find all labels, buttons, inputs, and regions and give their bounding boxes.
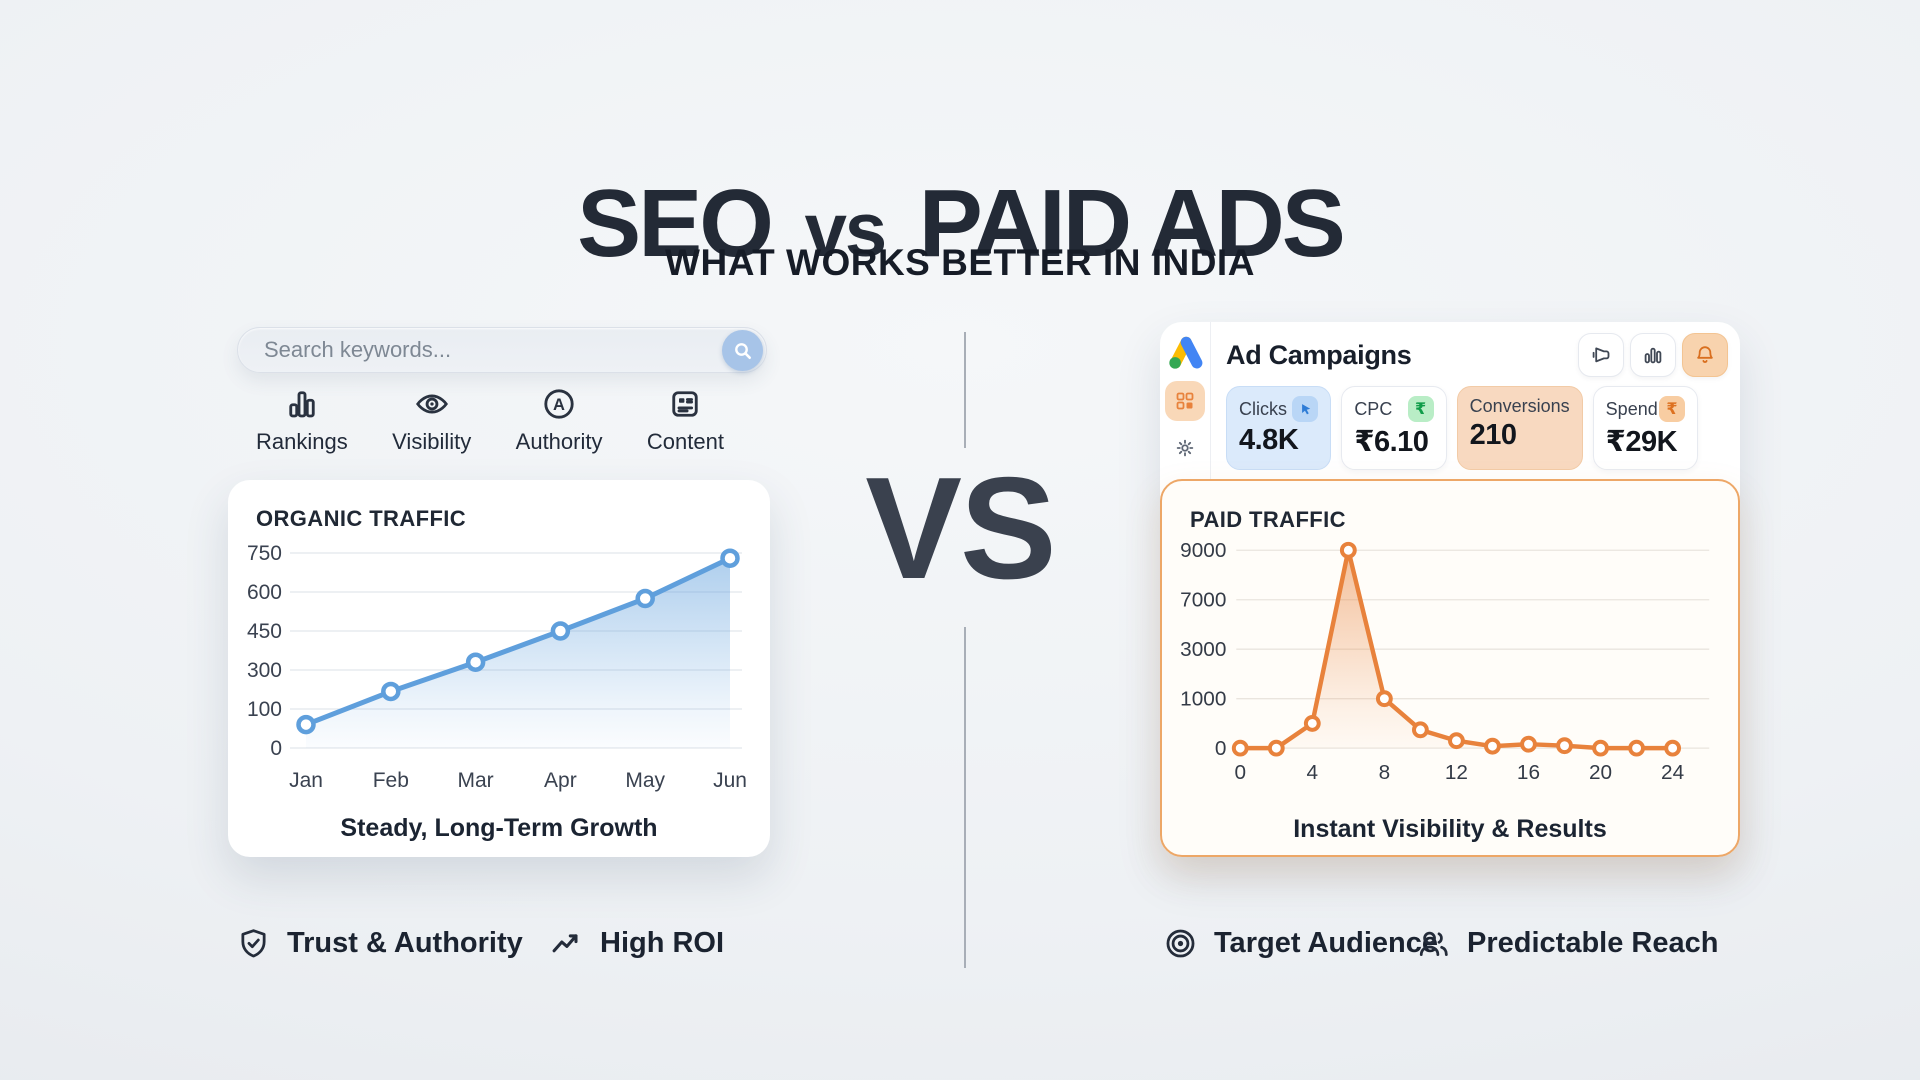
megaphone-icon	[1592, 347, 1610, 363]
page-subtitle: WHAT WORKS BETTER IN INDIA	[665, 242, 1255, 283]
paid-traffic-chart: 0 1000 3000 7000 9000 0 4 8 12 16 20 24	[1180, 539, 1710, 784]
svg-text:24: 24	[1661, 761, 1684, 784]
feature-label: Visibility	[392, 429, 472, 454]
header-buttons	[1578, 333, 1728, 377]
dashboard-grid-icon	[1176, 392, 1194, 410]
seo-feature-row: Rankings Visibility A Authority	[256, 386, 724, 455]
page-title: SEO vs PAID ADS	[0, 176, 1920, 272]
high-roi-badge: High ROI	[549, 926, 724, 961]
document-icon	[672, 391, 699, 417]
google-ads-logo	[1166, 334, 1204, 372]
organic-chart-caption: Steady, Long-Term Growth	[340, 814, 658, 842]
dashboard-grid-button[interactable]	[1165, 381, 1205, 421]
trending-up-icon	[552, 934, 578, 953]
title-seo: SEO	[577, 170, 774, 278]
svg-text:May: May	[625, 769, 665, 792]
vs-label: VS	[865, 447, 1056, 609]
divider-line-bottom	[964, 627, 966, 968]
svg-text:0: 0	[1215, 737, 1227, 760]
stat-label: Spend	[1605, 398, 1658, 419]
cursor-icon	[1292, 396, 1319, 422]
svg-text:12: 12	[1445, 761, 1468, 784]
stat-card-conversions[interactable]: Conversions 210	[1456, 386, 1583, 470]
stat-label: Conversions	[1469, 396, 1570, 416]
search-icon	[734, 342, 751, 359]
stats-row: Clicks 4.8K CPC ₹ ₹6.10 Con	[1226, 386, 1698, 470]
title-vs: vs	[804, 188, 888, 274]
feature-content[interactable]: Content	[647, 386, 724, 455]
stat-value: ₹6.10	[1354, 426, 1429, 458]
svg-text:450: 450	[247, 620, 282, 643]
search-button[interactable]	[722, 330, 763, 371]
stat-value: ₹29K	[1605, 426, 1678, 458]
predictable-reach-badge: Predictable Reach	[1416, 926, 1718, 961]
rupee-icon: ₹	[1658, 396, 1685, 422]
analytics-button[interactable]	[1630, 333, 1676, 377]
feature-label: Authority	[515, 429, 603, 454]
title-paid-ads: PAID ADS	[918, 170, 1346, 278]
svg-text:0: 0	[1234, 761, 1246, 784]
svg-text:Mar: Mar	[458, 769, 494, 792]
feature-rankings[interactable]: Rankings	[256, 386, 348, 455]
stat-card-spend[interactable]: Spend ₹ ₹29K	[1592, 386, 1698, 470]
badge-label: Trust & Authority	[287, 927, 523, 959]
search-bar	[237, 327, 767, 373]
stat-card-clicks[interactable]: Clicks 4.8K	[1226, 386, 1332, 470]
stat-value: 4.8K	[1239, 424, 1299, 456]
organic-chart-title: ORGANIC TRAFFIC	[256, 506, 467, 531]
megaphone-button[interactable]	[1578, 333, 1624, 377]
trust-authority-badge: Trust & Authority	[236, 926, 523, 961]
users-icon	[1419, 931, 1448, 956]
feature-label: Rankings	[256, 429, 348, 454]
bar-chart-icon	[1644, 347, 1662, 364]
svg-text:100: 100	[247, 698, 282, 721]
notifications-button[interactable]	[1682, 333, 1728, 377]
svg-text:4: 4	[1307, 761, 1319, 784]
badge-label: Target Audience	[1214, 927, 1438, 959]
stat-label: CPC	[1354, 398, 1393, 419]
svg-text:300: 300	[247, 659, 282, 682]
authority-icon: A	[544, 389, 574, 419]
svg-text:A: A	[553, 396, 565, 414]
stat-value: 210	[1469, 419, 1517, 451]
search-input[interactable]	[262, 328, 692, 372]
feature-label: Content	[646, 429, 724, 454]
svg-text:Jun: Jun	[713, 769, 747, 792]
svg-text:3000: 3000	[1180, 638, 1226, 661]
panel-title: Ad Campaigns	[1226, 339, 1412, 370]
svg-text:0: 0	[270, 737, 282, 760]
stat-card-cpc[interactable]: CPC ₹ ₹6.10	[1341, 386, 1447, 470]
svg-text:8: 8	[1379, 761, 1391, 784]
rupee-icon: ₹	[1407, 396, 1434, 422]
target-audience-badge: Target Audience	[1163, 926, 1438, 961]
settings-button[interactable]	[1169, 432, 1201, 464]
svg-text:Feb: Feb	[373, 769, 409, 792]
bar-chart-icon	[289, 391, 315, 418]
shield-check-icon	[241, 929, 266, 958]
paid-chart-title: PAID TRAFFIC	[1190, 507, 1346, 532]
badge-label: Predictable Reach	[1467, 927, 1719, 959]
stat-label: Clicks	[1239, 398, 1287, 419]
svg-text:16: 16	[1517, 761, 1540, 784]
target-icon	[1166, 929, 1195, 958]
svg-text:Apr: Apr	[544, 769, 577, 792]
svg-text:1000: 1000	[1180, 688, 1226, 711]
panel-header: Ad Campaigns	[1226, 331, 1728, 379]
svg-text:7000: 7000	[1180, 589, 1226, 612]
svg-text:20: 20	[1589, 761, 1612, 784]
svg-text:9000: 9000	[1180, 539, 1226, 562]
svg-text:Jan: Jan	[289, 769, 323, 792]
badge-label: High ROI	[600, 927, 725, 959]
eye-icon	[415, 394, 448, 414]
feature-authority[interactable]: A Authority	[515, 386, 603, 455]
panel-sidebar	[1160, 322, 1211, 480]
paid-traffic-card: PAID TRAFFIC 0 1000 3000 7000 9000 0 4 8 12 16 20 2…	[1160, 479, 1740, 857]
paid-chart-caption: Instant Visibility & Results	[1293, 815, 1607, 843]
bell-icon	[1697, 346, 1713, 363]
ad-campaigns-panel: Ad Campaigns	[1160, 322, 1740, 857]
gear-icon	[1176, 439, 1194, 457]
divider-line-top	[964, 332, 966, 448]
feature-visibility[interactable]: Visibility	[392, 386, 471, 455]
